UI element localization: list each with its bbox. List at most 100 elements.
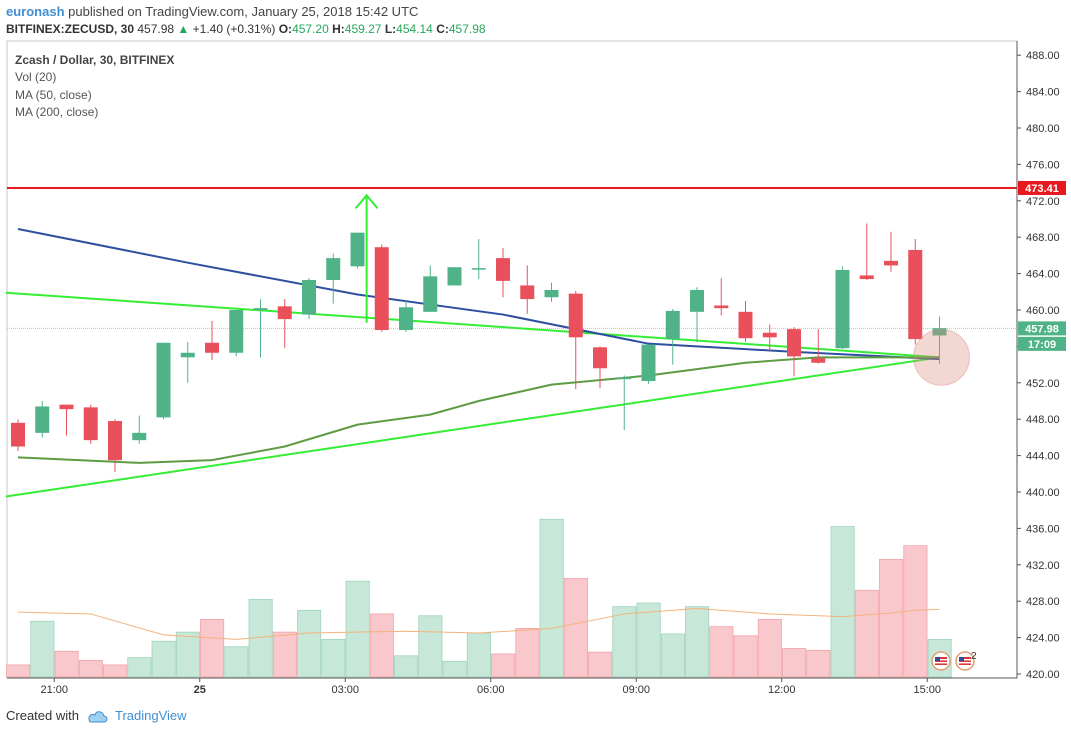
- volume-bar: [636, 602, 661, 678]
- candle-up[interactable]: [399, 307, 413, 331]
- candle-up[interactable]: [471, 268, 486, 270]
- candle-down[interactable]: [520, 285, 535, 300]
- volume-bar: [369, 613, 394, 678]
- us-event-flag-icon-stripe: [935, 659, 947, 661]
- candle-up[interactable]: [156, 342, 171, 418]
- candle-up[interactable]: [253, 308, 268, 310]
- us-event-flag-icon-canton: [935, 657, 940, 661]
- candle-down[interactable]: [11, 422, 25, 447]
- symbol-label: BITFINEX:ZECUSD, 30: [6, 22, 135, 36]
- candle-down[interactable]: [908, 249, 923, 340]
- candle-down[interactable]: [593, 347, 607, 369]
- chart-area[interactable]: 2 420.00 424.00 428.00 432.00 436.00 440.00 44…: [0, 40, 1071, 702]
- us-event-flag-icon-stripe: [935, 662, 947, 664]
- ma200-line[interactable]: [17, 356, 940, 464]
- candle-up[interactable]: [690, 289, 704, 312]
- candle-down[interactable]: [884, 260, 898, 266]
- candle-down[interactable]: [496, 258, 510, 281]
- author-link[interactable]: euronash: [6, 4, 65, 19]
- volume-bar: [127, 657, 152, 678]
- volume-bar: [733, 635, 758, 678]
- volume-bar: [709, 626, 734, 678]
- candle-up[interactable]: [932, 328, 947, 336]
- candle-down[interactable]: [205, 342, 219, 353]
- open-label: O:: [278, 22, 293, 36]
- candle-down[interactable]: [59, 404, 74, 410]
- volume-bar: [854, 589, 879, 678]
- y-tick-label: 460.00: [1026, 305, 1060, 317]
- candle-up[interactable]: [835, 269, 850, 349]
- lower-trendline[interactable]: [5, 356, 940, 498]
- volume-bar: [6, 664, 31, 678]
- candle-down[interactable]: [568, 293, 583, 338]
- candle-down[interactable]: [738, 311, 753, 339]
- candle-up[interactable]: [302, 279, 316, 315]
- volume-bar: [200, 619, 225, 678]
- legend-ma200[interactable]: MA (200, close): [15, 105, 99, 119]
- x-tick-label: 03:00: [331, 684, 359, 696]
- volume-bar: [466, 632, 491, 678]
- last-price-tag: [1018, 321, 1066, 336]
- legend-title[interactable]: Zcash / Dollar, 30, BITFINEX: [15, 53, 175, 67]
- legend-volume[interactable]: Vol (20): [15, 70, 57, 84]
- candle-up[interactable]: [35, 406, 50, 433]
- candle-down[interactable]: [374, 247, 389, 331]
- y-tick-label: 432.00: [1026, 560, 1060, 572]
- low-value: 454.14: [396, 22, 433, 36]
- target-arrow-head[interactable]: [354, 193, 379, 209]
- candle-down[interactable]: [762, 332, 777, 338]
- candle-down[interactable]: [859, 275, 874, 280]
- volume-bar: [806, 649, 831, 678]
- volume-bar: [297, 609, 322, 678]
- us-event-flag-icon-stripes: [935, 657, 947, 665]
- candle-down[interactable]: [108, 421, 122, 461]
- volume-bar: [685, 606, 710, 678]
- candle-up[interactable]: [350, 232, 365, 267]
- last-price-tag-text: 457.98: [1025, 323, 1059, 335]
- candle-up[interactable]: [641, 344, 656, 381]
- candle-up[interactable]: [180, 352, 195, 358]
- close-value: 457.98: [448, 22, 486, 36]
- y-tick-label: 464.00: [1026, 269, 1060, 281]
- volume-bar: [103, 664, 128, 678]
- x-tick-label: 06:00: [477, 684, 505, 696]
- candle-down[interactable]: [277, 306, 292, 320]
- candle-up[interactable]: [447, 267, 462, 286]
- x-tick-label: 15:00: [913, 684, 941, 696]
- candle-up[interactable]: [617, 377, 632, 380]
- candle-up[interactable]: [132, 432, 147, 441]
- candle-up[interactable]: [544, 289, 559, 298]
- candle-up[interactable]: [423, 276, 438, 312]
- candle-down[interactable]: [811, 358, 826, 363]
- volume-bar: [612, 606, 637, 678]
- y-tick-label: 480.00: [1026, 123, 1060, 135]
- volume-bar: [394, 655, 419, 678]
- x-tick-label: 25: [194, 684, 206, 696]
- candle-up[interactable]: [326, 258, 341, 280]
- publish-header: euronash published on TradingView.com, J…: [6, 4, 418, 19]
- tradingview-brand-link[interactable]: TradingView: [114, 708, 187, 723]
- open-value: 457.20: [292, 22, 329, 36]
- apex-highlight-circle[interactable]: [913, 328, 970, 386]
- footer: Created with TradingView: [6, 708, 187, 723]
- y-tick-label: 452.00: [1026, 378, 1060, 390]
- symbol-header: BITFINEX:ZECUSD, 30 457.98 ▲ +1.40 (+0.3…: [6, 22, 486, 36]
- legend-ma50[interactable]: MA (50, close): [15, 88, 92, 102]
- us-event-flag-icon-stripes: [959, 657, 971, 665]
- volume-bar: [660, 633, 685, 678]
- volume-bar: [563, 578, 588, 678]
- y-tick-label: 420.00: [1026, 669, 1060, 681]
- price-chart[interactable]: 2 420.00 424.00 428.00 432.00 436.00 440.00 44…: [0, 40, 1071, 702]
- upper-trendline[interactable]: [5, 291, 940, 359]
- volume-bar: [515, 628, 540, 678]
- candle-down[interactable]: [714, 305, 729, 309]
- candle-down[interactable]: [83, 407, 98, 441]
- volume-bar: [175, 631, 200, 678]
- last-price: 457.98: [137, 22, 175, 36]
- candle-up[interactable]: [665, 310, 680, 340]
- candle-down[interactable]: [787, 329, 801, 357]
- candle-up[interactable]: [229, 310, 244, 353]
- y-tick-label: 444.00: [1026, 451, 1060, 463]
- volume-bar: [879, 558, 904, 678]
- volume-bar: [418, 615, 443, 678]
